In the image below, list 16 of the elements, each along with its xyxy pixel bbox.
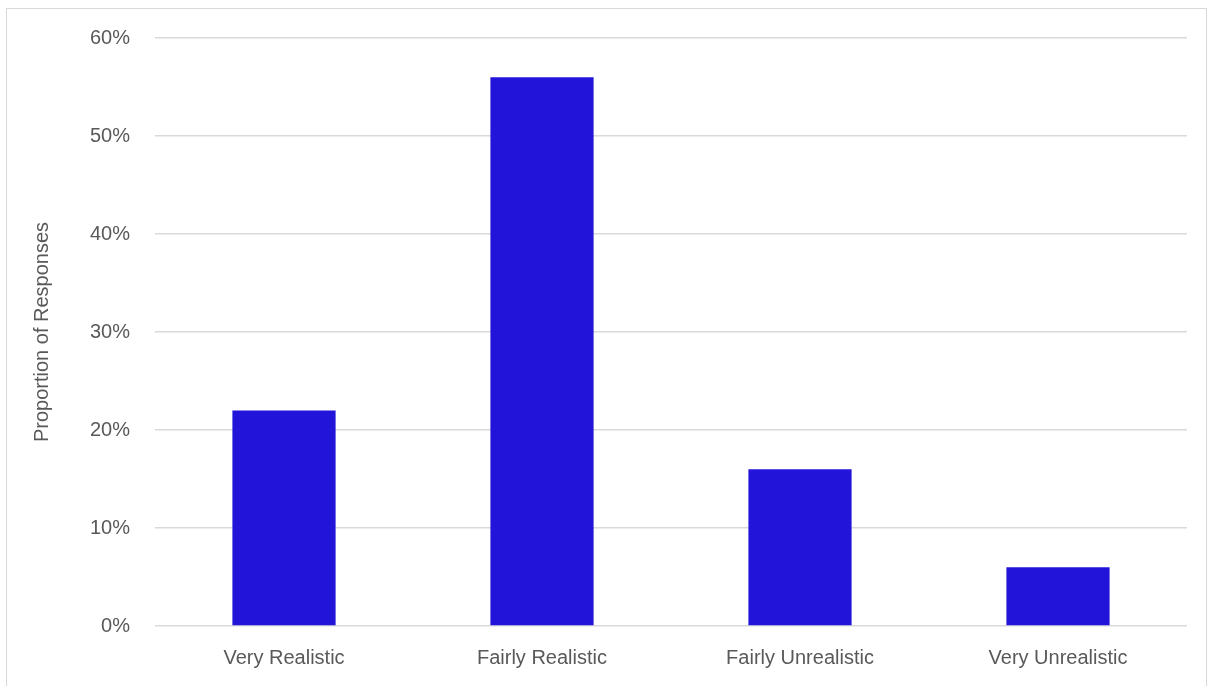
bar (1006, 567, 1110, 626)
y-axis-title: Proportion of Responses (29, 221, 52, 443)
y-tick-label: 50% (89, 123, 131, 146)
x-tick-label: Very Unrealistic (988, 645, 1128, 668)
y-tick-label: 60% (89, 25, 131, 48)
y-tick-label: 30% (89, 319, 131, 342)
y-tick-label: 40% (89, 221, 131, 244)
x-tick-label: Fairly Unrealistic (726, 645, 874, 668)
x-tick-label: Very Realistic (223, 645, 345, 668)
x-tick-label: Fairly Realistic (476, 645, 608, 668)
bar (232, 410, 336, 626)
bar (490, 77, 594, 626)
y-tick-label: 0% (101, 613, 131, 636)
bar (748, 469, 852, 626)
y-tick-label: 20% (89, 417, 131, 440)
y-tick-label: 10% (89, 515, 131, 538)
